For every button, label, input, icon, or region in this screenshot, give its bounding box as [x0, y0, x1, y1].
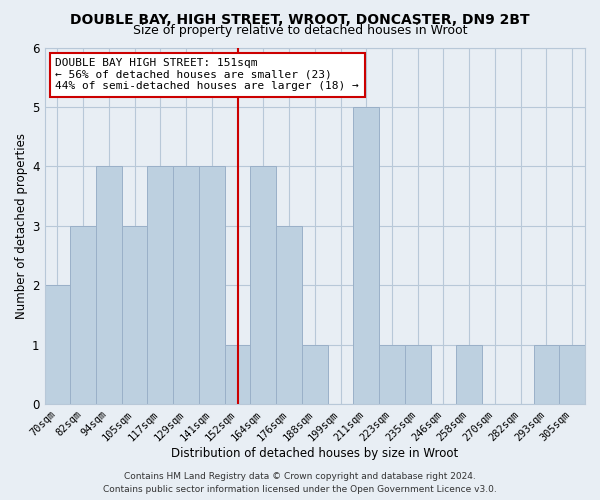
Bar [457, 345, 482, 405]
Text: DOUBLE BAY HIGH STREET: 151sqm
← 56% of detached houses are smaller (23)
44% of : DOUBLE BAY HIGH STREET: 151sqm ← 56% of … [55, 58, 359, 92]
Bar [559, 345, 585, 405]
Bar [199, 166, 224, 404]
Bar [302, 345, 328, 405]
Bar [276, 226, 302, 404]
Bar [148, 166, 173, 404]
Text: Size of property relative to detached houses in Wroot: Size of property relative to detached ho… [133, 24, 467, 37]
Y-axis label: Number of detached properties: Number of detached properties [15, 133, 28, 319]
Bar [122, 226, 148, 404]
Bar [70, 226, 96, 404]
Bar [250, 166, 276, 404]
Bar [353, 107, 379, 405]
Bar [96, 166, 122, 404]
X-axis label: Distribution of detached houses by size in Wroot: Distribution of detached houses by size … [171, 447, 458, 460]
Bar [173, 166, 199, 404]
Text: DOUBLE BAY, HIGH STREET, WROOT, DONCASTER, DN9 2BT: DOUBLE BAY, HIGH STREET, WROOT, DONCASTE… [70, 12, 530, 26]
Text: Contains HM Land Registry data © Crown copyright and database right 2024.
Contai: Contains HM Land Registry data © Crown c… [103, 472, 497, 494]
Bar [533, 345, 559, 405]
Bar [224, 345, 250, 405]
Bar [379, 345, 405, 405]
Bar [405, 345, 431, 405]
Bar [44, 286, 70, 405]
